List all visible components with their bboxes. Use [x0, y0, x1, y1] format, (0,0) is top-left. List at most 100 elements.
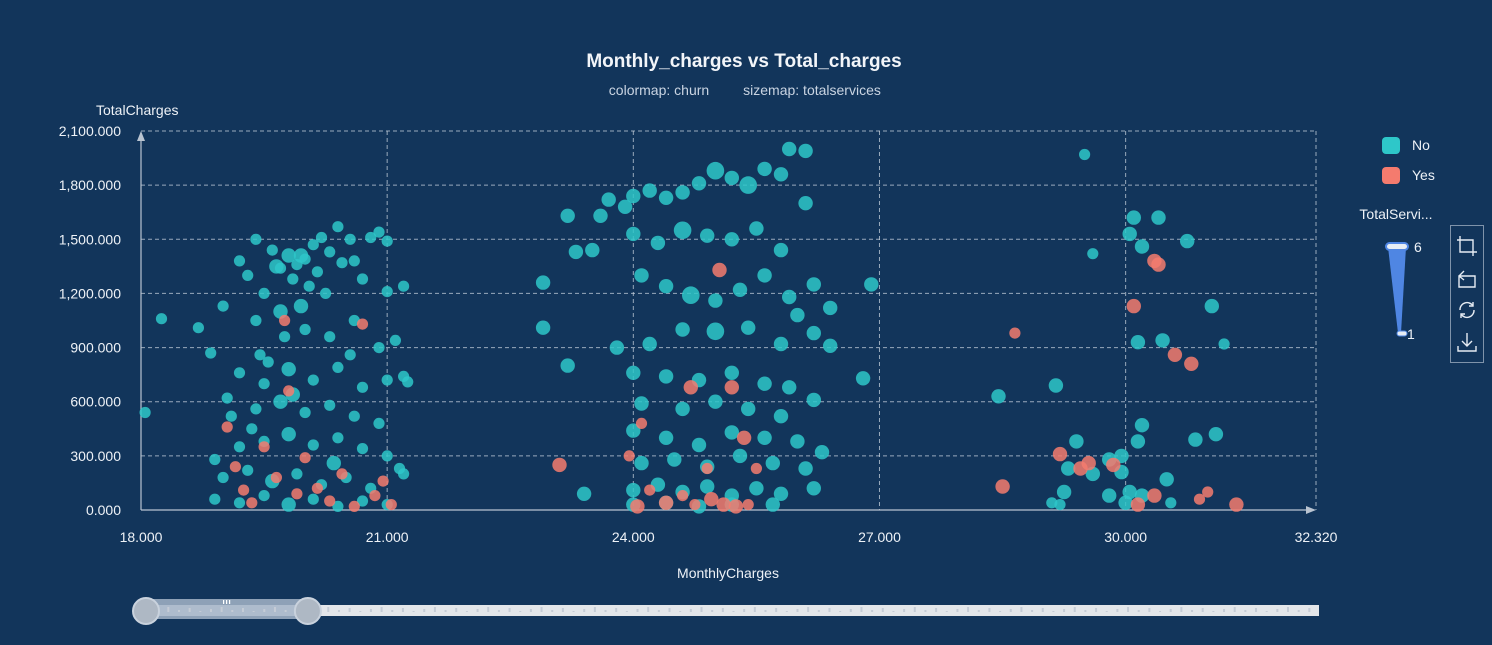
- scatter-point-no[interactable]: [724, 232, 739, 247]
- scatter-point-yes[interactable]: [1147, 488, 1162, 503]
- scatter-point-no[interactable]: [1159, 472, 1174, 487]
- scatter-point-yes[interactable]: [221, 421, 233, 433]
- scatter-point-no[interactable]: [402, 376, 414, 388]
- scatter-point-no[interactable]: [642, 183, 657, 198]
- scatter-point-no[interactable]: [741, 401, 756, 417]
- scatter-point-no[interactable]: [373, 226, 385, 238]
- scatter-point-no[interactable]: [1218, 338, 1230, 350]
- scatter-point-no[interactable]: [1087, 248, 1099, 260]
- scatter-point-no[interactable]: [398, 468, 410, 480]
- scatter-point-no[interactable]: [258, 378, 270, 390]
- scatter-point-no[interactable]: [658, 369, 674, 384]
- scatter-point-no[interactable]: [626, 226, 641, 242]
- scatter-point-no[interactable]: [373, 417, 385, 429]
- scatter-point-yes[interactable]: [630, 499, 645, 514]
- scatter-point-no[interactable]: [1069, 434, 1084, 449]
- scatter-point-no[interactable]: [1122, 226, 1137, 242]
- scatter-point-no[interactable]: [1204, 298, 1220, 314]
- scatter-point-yes[interactable]: [1229, 497, 1244, 512]
- legend[interactable]: No Yes TotalServi... 6 1: [1359, 137, 1435, 342]
- scatter-points[interactable]: [139, 141, 1244, 514]
- scatter-point-no[interactable]: [311, 266, 323, 278]
- scatter-point-yes[interactable]: [1106, 457, 1121, 473]
- scatter-point-no[interactable]: [765, 455, 780, 471]
- size-legend-scale[interactable]: 6 1: [1385, 239, 1422, 342]
- scatter-point-yes[interactable]: [995, 479, 1010, 494]
- scatter-point-no[interactable]: [691, 176, 707, 191]
- scatter-point-yes[interactable]: [1167, 347, 1183, 362]
- scatter-point-no[interactable]: [254, 349, 266, 361]
- scatter-point-no[interactable]: [307, 493, 319, 505]
- restore-icon[interactable]: [1454, 297, 1480, 323]
- scatter-point-yes[interactable]: [377, 475, 389, 487]
- scatter-point-no[interactable]: [667, 452, 682, 467]
- scatter-point-no[interactable]: [724, 365, 739, 380]
- scatter-point-no[interactable]: [782, 289, 797, 305]
- scatter-point-no[interactable]: [209, 453, 221, 466]
- scatter-point-no[interactable]: [221, 392, 233, 404]
- scatter-point-yes[interactable]: [324, 495, 336, 507]
- scatter-point-no[interactable]: [344, 349, 356, 361]
- scatter-point-no[interactable]: [1151, 210, 1166, 225]
- legend-item-no[interactable]: No: [1382, 137, 1430, 154]
- scatter-point-no[interactable]: [732, 448, 748, 464]
- scatter-point-no[interactable]: [320, 287, 332, 299]
- scatter-point-no[interactable]: [242, 269, 254, 281]
- slider-handle-right[interactable]: [293, 597, 322, 625]
- scatter-point-no[interactable]: [326, 455, 341, 471]
- scatter-point-no[interactable]: [356, 381, 369, 393]
- scatter-point-no[interactable]: [626, 365, 641, 380]
- scatter-point-yes[interactable]: [552, 457, 567, 473]
- scatter-point-no[interactable]: [269, 259, 284, 274]
- scatter-point-no[interactable]: [332, 221, 344, 233]
- scatter-point-no[interactable]: [700, 228, 715, 243]
- scatter-point-no[interactable]: [991, 389, 1006, 404]
- scatter-point-no[interactable]: [585, 242, 600, 258]
- scatter-point-no[interactable]: [307, 439, 319, 451]
- scatter-point-no[interactable]: [609, 340, 625, 355]
- scatter-point-no[interactable]: [381, 450, 393, 462]
- scatter-point-no[interactable]: [798, 196, 813, 211]
- scatter-point-no[interactable]: [324, 399, 336, 411]
- scatter-point-no[interactable]: [324, 331, 336, 343]
- scatter-point-no[interactable]: [634, 396, 649, 411]
- scatter-point-no[interactable]: [307, 374, 319, 386]
- scatter-point-no[interactable]: [381, 235, 393, 247]
- scatter-point-no[interactable]: [246, 423, 258, 435]
- scatter-point-no[interactable]: [658, 430, 674, 445]
- scatter-point-no[interactable]: [287, 273, 299, 285]
- scatter-point-no[interactable]: [1208, 427, 1224, 442]
- scatter-point-yes[interactable]: [736, 430, 752, 445]
- scatter-point-no[interactable]: [1085, 466, 1101, 482]
- scatter-point-no[interactable]: [626, 482, 641, 498]
- scatter-point-no[interactable]: [356, 443, 369, 455]
- scatter-point-no[interactable]: [601, 192, 616, 207]
- scatter-point-no[interactable]: [806, 325, 821, 341]
- scatter-point-no[interactable]: [855, 371, 871, 386]
- scatter-point-no[interactable]: [626, 423, 641, 438]
- scatter-point-no[interactable]: [250, 314, 262, 327]
- scatter-point-no[interactable]: [293, 298, 309, 314]
- scatter-point-yes[interactable]: [238, 484, 250, 496]
- scatter-point-no[interactable]: [626, 188, 641, 204]
- scatter-point-yes[interactable]: [1130, 497, 1146, 512]
- scatter-point-yes[interactable]: [385, 499, 397, 511]
- scatter-point-no[interactable]: [814, 445, 830, 460]
- scatter-point-yes[interactable]: [348, 500, 360, 512]
- scatter-point-no[interactable]: [806, 481, 821, 496]
- scatter-point-yes[interactable]: [1184, 356, 1199, 371]
- scatter-point-no[interactable]: [373, 342, 385, 354]
- scatter-point-no[interactable]: [250, 233, 262, 245]
- scatter-point-no[interactable]: [281, 248, 296, 263]
- scatter-point-no[interactable]: [535, 320, 551, 335]
- data-zoom-slider[interactable]: [132, 597, 1319, 625]
- scatter-point-no[interactable]: [535, 275, 551, 290]
- scatter-point-no[interactable]: [642, 336, 657, 352]
- size-legend-min-handle[interactable]: [1396, 330, 1408, 337]
- scatter-point-no[interactable]: [673, 221, 692, 240]
- scatter-point-yes[interactable]: [279, 314, 291, 327]
- scatter-point-no[interactable]: [739, 176, 757, 194]
- scatter-point-no[interactable]: [1188, 432, 1203, 447]
- scatter-point-no[interactable]: [225, 410, 237, 422]
- scatter-point-no[interactable]: [1118, 495, 1133, 510]
